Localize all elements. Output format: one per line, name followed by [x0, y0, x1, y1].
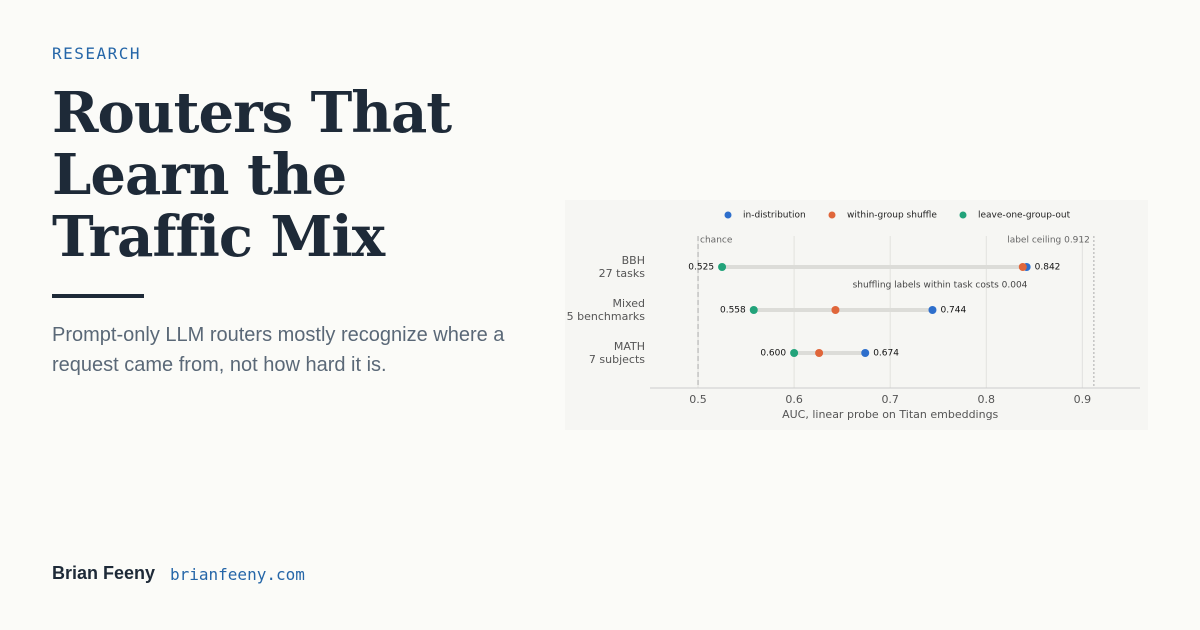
author: Brian Feeny	[52, 563, 156, 583]
dot	[749, 306, 758, 314]
dot	[815, 349, 824, 357]
reference-label: label ceiling 0.912	[1007, 236, 1090, 246]
chart-panel	[565, 200, 1148, 430]
value-label: 0.744	[940, 306, 966, 316]
title: Routers That Learn the Traffic Mix	[52, 80, 452, 270]
x-tick-label: 0.7	[881, 393, 899, 406]
dot	[831, 306, 840, 314]
title-rule	[52, 294, 144, 298]
category-label: Mixed	[613, 297, 645, 310]
value-label: 0.674	[873, 349, 899, 359]
category-sublabel: 5 benchmarks	[567, 310, 646, 323]
legend-label: leave-one-group-out	[978, 211, 1071, 221]
legend-swatch	[828, 211, 836, 219]
value-label: 0.842	[1035, 263, 1061, 273]
x-tick-label: 0.6	[785, 393, 803, 406]
dot	[928, 306, 937, 314]
x-tick-label: 0.8	[978, 393, 996, 406]
category-sublabel: 7 subjects	[589, 353, 645, 366]
value-label: 0.558	[720, 306, 746, 316]
category-label: BBH	[622, 254, 645, 267]
site-link[interactable]: brianfeeny.com	[170, 565, 305, 584]
legend-label: within-group shuffle	[847, 211, 937, 221]
x-tick-label: 0.5	[689, 393, 707, 406]
x-axis-label: AUC, linear probe on Titan embeddings	[782, 408, 998, 421]
reference-label: chance	[700, 236, 733, 246]
subtitle: Prompt-only LLM routers mostly recognize…	[52, 324, 505, 376]
legend-swatch	[959, 211, 967, 219]
value-label: 0.600	[760, 349, 786, 359]
category-label: MATH	[614, 340, 645, 353]
annotation: shuffling labels within task costs 0.004	[853, 281, 1028, 291]
value-label: 0.525	[688, 263, 714, 273]
legend-label: in-distribution	[743, 211, 806, 221]
dot	[861, 349, 870, 357]
dot	[790, 349, 799, 357]
dot	[718, 263, 727, 271]
kicker: RESEARCH	[52, 44, 142, 63]
legend-swatch	[724, 211, 732, 219]
category-sublabel: 27 tasks	[599, 267, 646, 280]
x-tick-label: 0.9	[1074, 393, 1092, 406]
dot	[1018, 263, 1027, 271]
